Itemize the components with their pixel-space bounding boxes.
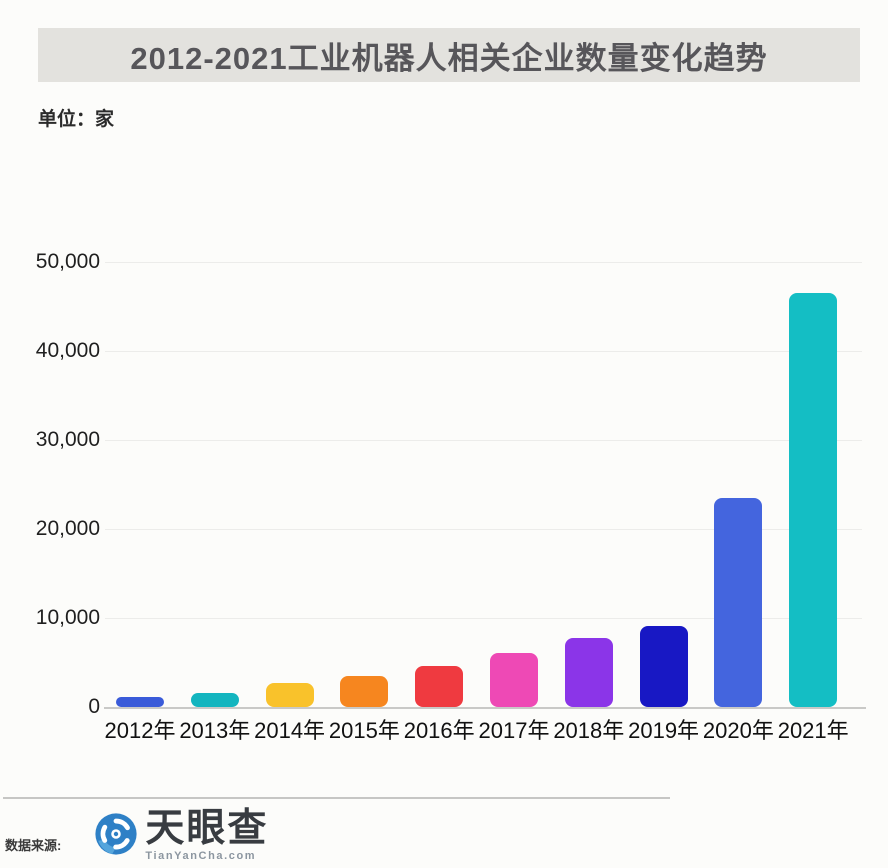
bar-2021: [789, 293, 838, 707]
y-tick-label: 50,000: [35, 250, 100, 273]
y-tick-label: 40,000: [35, 339, 100, 362]
x-tick-label: 2019年: [628, 718, 700, 743]
bar-2018: [564, 638, 613, 707]
logo-text-wrap: 天眼查 TianYanCha.com: [145, 806, 269, 862]
logo-url-text: TianYanCha.com: [145, 849, 257, 862]
x-tick-label: 2012年: [104, 718, 176, 743]
x-tick-label: 2018年: [553, 718, 625, 743]
gridline-40000: [105, 351, 862, 352]
unit-label: 单位：家: [38, 109, 115, 130]
bar-2019: [639, 626, 688, 707]
tianyancha-eye-icon: [95, 812, 137, 855]
gridline-10000: [105, 618, 862, 619]
footer-divider: [3, 797, 670, 799]
x-tick-label: 2017年: [478, 718, 550, 743]
y-tick-label: 20,000: [35, 517, 100, 540]
x-tick-label: 2016年: [403, 718, 475, 743]
bar-2014: [265, 682, 314, 707]
bar-2017: [490, 652, 538, 707]
bar-2016: [415, 666, 464, 707]
x-tick-label: 2015年: [328, 718, 400, 743]
x-tick-label: 2021年: [777, 718, 849, 743]
data-source-label: 数据来源:: [5, 837, 62, 853]
bar-2013: [190, 692, 239, 707]
footer: 数据来源: 天眼查 TianYanCha.com: [5, 805, 405, 865]
chart-title: 2012-2021工业机器人相关企业数量变化趋势: [130, 40, 768, 76]
logo-name-text: 天眼查: [145, 806, 269, 850]
tianyancha-logo: 天眼查 TianYanCha.com: [93, 806, 269, 862]
gridline-20000: [105, 529, 862, 530]
bar-2012: [116, 697, 164, 707]
y-tick-label: 0: [88, 695, 100, 718]
gridline-50000: [105, 262, 862, 263]
x-tick-label: 2013年: [179, 718, 251, 743]
x-tick-label: 2020年: [702, 718, 774, 743]
gridline-30000: [105, 440, 862, 441]
x-axis-line: [104, 707, 866, 709]
x-tick-label: 2014年: [254, 718, 326, 743]
chart-title-banner: 2012-2021工业机器人相关企业数量变化趋势: [38, 28, 860, 82]
bar-2020: [714, 497, 763, 707]
y-tick-label: 10,000: [35, 606, 100, 629]
y-tick-label: 30,000: [35, 428, 100, 451]
bar-2015: [340, 675, 389, 707]
